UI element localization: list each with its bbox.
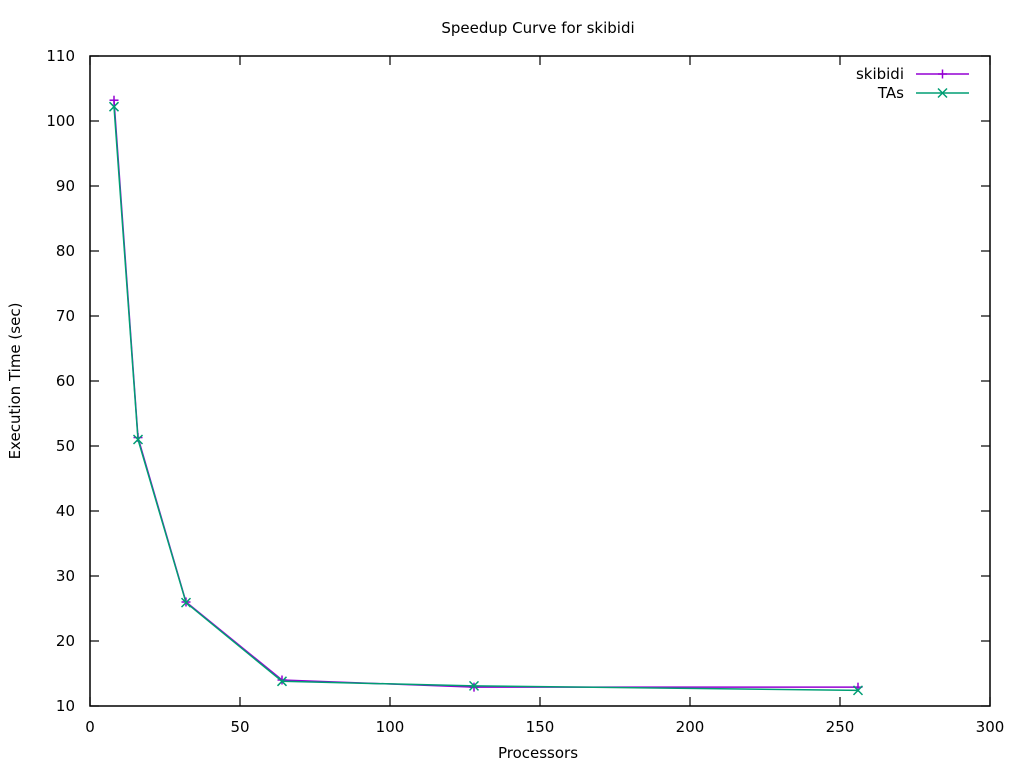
data-point [277,675,287,685]
legend-label: TAs [877,84,904,102]
legend-label: skibidi [856,65,904,83]
y-axis-label: Execution Time (sec) [6,303,24,460]
data-point [109,95,119,105]
data-point [468,680,480,691]
data-point [108,101,120,112]
data-point [469,682,479,692]
x-tick-label: 0 [85,718,95,736]
y-tick-label: 80 [56,242,75,260]
series-layer [108,95,864,696]
legend-marker [937,87,948,99]
x-tick-label: 100 [376,718,405,736]
x-tick-label: 200 [676,718,705,736]
y-tick-label: 40 [56,502,75,520]
x-tick-label: 150 [526,718,555,736]
y-tick-label: 30 [56,567,75,585]
y-tick-label: 20 [56,632,75,650]
legend-marker [938,69,947,79]
data-point [132,434,144,445]
y-tick-label: 10 [56,697,75,715]
series-tas [108,101,864,696]
x-tick-label: 50 [230,718,249,736]
plot-frame [89,55,991,707]
y-tick-label: 60 [56,372,75,390]
legend-item: skibidi [856,65,969,83]
x-tick-label: 300 [976,718,1005,736]
legend-item: TAs [877,84,969,102]
y-tick-label: 50 [56,437,75,455]
y-tick-label: 100 [46,112,75,130]
x-tick-label: 250 [826,718,855,736]
x-axis-label: Processors [498,744,578,762]
chart-title: Speedup Curve for skibidi [441,19,634,37]
data-point [276,676,288,687]
y-tick-label: 90 [56,177,75,195]
y-tick-label: 70 [56,307,75,325]
series-line [113,106,859,692]
y-tick-label: 110 [46,47,75,65]
data-point [852,685,864,696]
x-axis-ticks: 0 50 100 150 200 250 300 [85,56,1004,736]
y-axis-ticks: 10 20 30 40 50 60 70 80 90 100 110 [46,47,990,715]
data-point [180,597,192,608]
